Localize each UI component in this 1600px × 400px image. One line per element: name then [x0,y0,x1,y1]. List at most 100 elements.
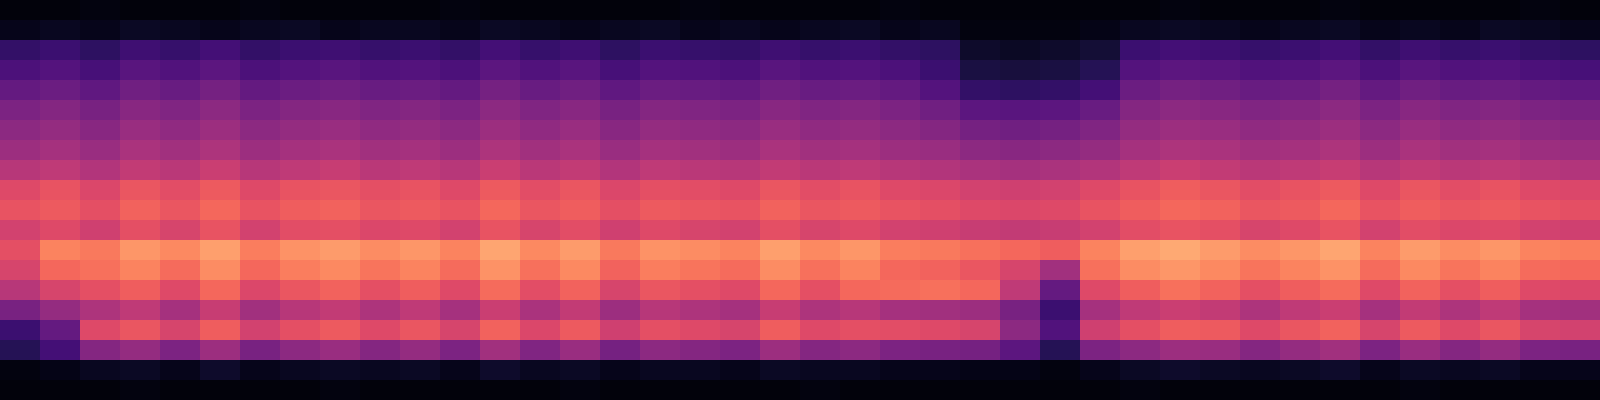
heatmap-cell [680,80,721,101]
heatmap-cell [1200,0,1241,21]
heatmap-cell [1200,200,1241,221]
heatmap-cell [880,120,921,141]
heatmap-cell [440,300,481,321]
heatmap-cell [240,220,281,241]
heatmap-cell [1160,80,1201,101]
heatmap-cell [1080,320,1121,341]
heatmap-cell [1280,240,1321,261]
heatmap-cell [440,40,481,61]
heatmap-cell [320,220,361,241]
heatmap-cell [520,120,561,141]
heatmap-cell [1240,180,1281,201]
heatmap-cell [1400,40,1441,61]
heatmap-cell [400,20,441,41]
heatmap-cell [1080,100,1121,121]
heatmap-cell [240,320,281,341]
heatmap-cell [1240,20,1281,41]
heatmap-cell [720,20,761,41]
heatmap-cell [280,180,321,201]
heatmap-cell [960,40,1001,61]
heatmap-cell [1040,200,1081,221]
heatmap-cell [480,120,521,141]
heatmap-cell [880,60,921,81]
heatmap-cell [760,160,801,181]
heatmap-cell [440,20,481,41]
heatmap-cell [1440,360,1481,381]
heatmap-cell [1200,60,1241,81]
heatmap-cell [280,120,321,141]
heatmap-cell [1160,200,1201,221]
heatmap-cell [1520,60,1561,81]
heatmap-cell [760,60,801,81]
heatmap-cell [800,260,841,281]
heatmap-cell [680,260,721,281]
heatmap-cell [320,200,361,221]
heatmap-cell [120,120,161,141]
heatmap-cell [400,180,441,201]
heatmap-cell [1160,100,1201,121]
heatmap-cell [720,100,761,121]
heatmap-cell [40,340,81,361]
heatmap-cell [1560,100,1600,121]
heatmap-cell [1000,80,1041,101]
heatmap-cell [1040,280,1081,301]
heatmap-cell [120,240,161,261]
heatmap-cell [1080,120,1121,141]
heatmap-cell [440,160,481,181]
heatmap-cell [280,220,321,241]
heatmap-cell [1480,320,1521,341]
heatmap-cell [1200,120,1241,141]
heatmap-cell [1120,120,1161,141]
heatmap-cell [560,100,601,121]
heatmap-cell [200,340,241,361]
heatmap-cell [160,20,201,41]
heatmap-cell [1560,280,1600,301]
heatmap-cell [800,220,841,241]
heatmap-cell [1280,100,1321,121]
heatmap-cell [1160,40,1201,61]
heatmap-cell [520,240,561,261]
heatmap-cell [1560,200,1600,221]
heatmap-cell [1280,300,1321,321]
heatmap-cell [160,280,201,301]
heatmap-cell [1240,60,1281,81]
heatmap-cell [160,0,201,21]
heatmap-cell [160,360,201,381]
heatmap-cell [600,100,641,121]
heatmap-cell [120,160,161,181]
heatmap-cell [1200,20,1241,41]
heatmap-cell [920,40,961,61]
heatmap-cell [120,360,161,381]
heatmap-cell [200,100,241,121]
heatmap-cell [1080,140,1121,161]
heatmap-cell [0,100,41,121]
heatmap-cell [560,60,601,81]
heatmap-cell [1160,380,1201,400]
heatmap-cell [40,280,81,301]
heatmap-cell [120,80,161,101]
heatmap-cell [680,220,721,241]
heatmap-cell [560,120,601,141]
heatmap-cell [680,340,721,361]
heatmap-cell [200,0,241,21]
heatmap-cell [640,240,681,261]
heatmap-cell [1200,380,1241,400]
heatmap-cell [1480,0,1521,21]
heatmap-cell [1480,180,1521,201]
heatmap-cell [840,320,881,341]
heatmap-cell [720,360,761,381]
heatmap-cell [560,180,601,201]
heatmap-cell [600,0,641,21]
heatmap-cell [80,380,121,400]
heatmap-cell [0,260,41,281]
heatmap-cell [1320,220,1361,241]
heatmap-cell [1400,80,1441,101]
heatmap-cell [360,160,401,181]
heatmap-cell [1360,300,1401,321]
heatmap-cell [1440,300,1481,321]
heatmap-cell [1160,140,1201,161]
heatmap-cell [520,100,561,121]
heatmap-cell [1000,160,1041,181]
heatmap-cell [640,60,681,81]
heatmap-cell [1080,180,1121,201]
